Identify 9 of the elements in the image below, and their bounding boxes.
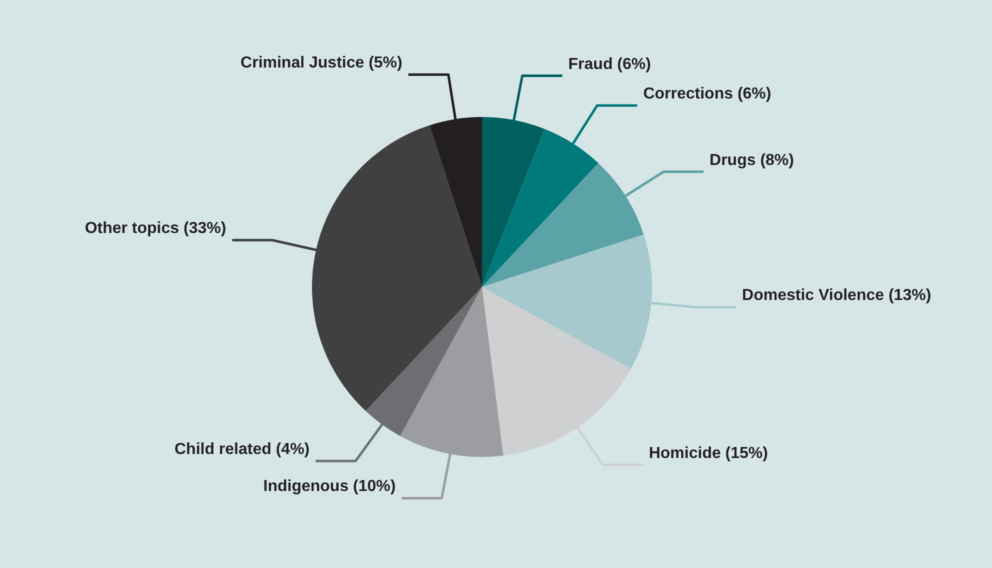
- slice-label: Domestic Violence (13%): [742, 287, 932, 304]
- slice-label: Child related (4%): [174, 440, 310, 458]
- slice-label: Corrections (6%): [643, 85, 772, 102]
- slice-label: Criminal Justice (5%): [240, 54, 402, 72]
- slice-label: Fraud (6%): [568, 56, 651, 73]
- slice-label: Other topics (33%): [84, 220, 226, 238]
- slice-label: Drugs (8%): [710, 152, 794, 169]
- slice-label: Indigenous (10%): [263, 478, 396, 496]
- slice-label: Homicide (15%): [648, 444, 768, 462]
